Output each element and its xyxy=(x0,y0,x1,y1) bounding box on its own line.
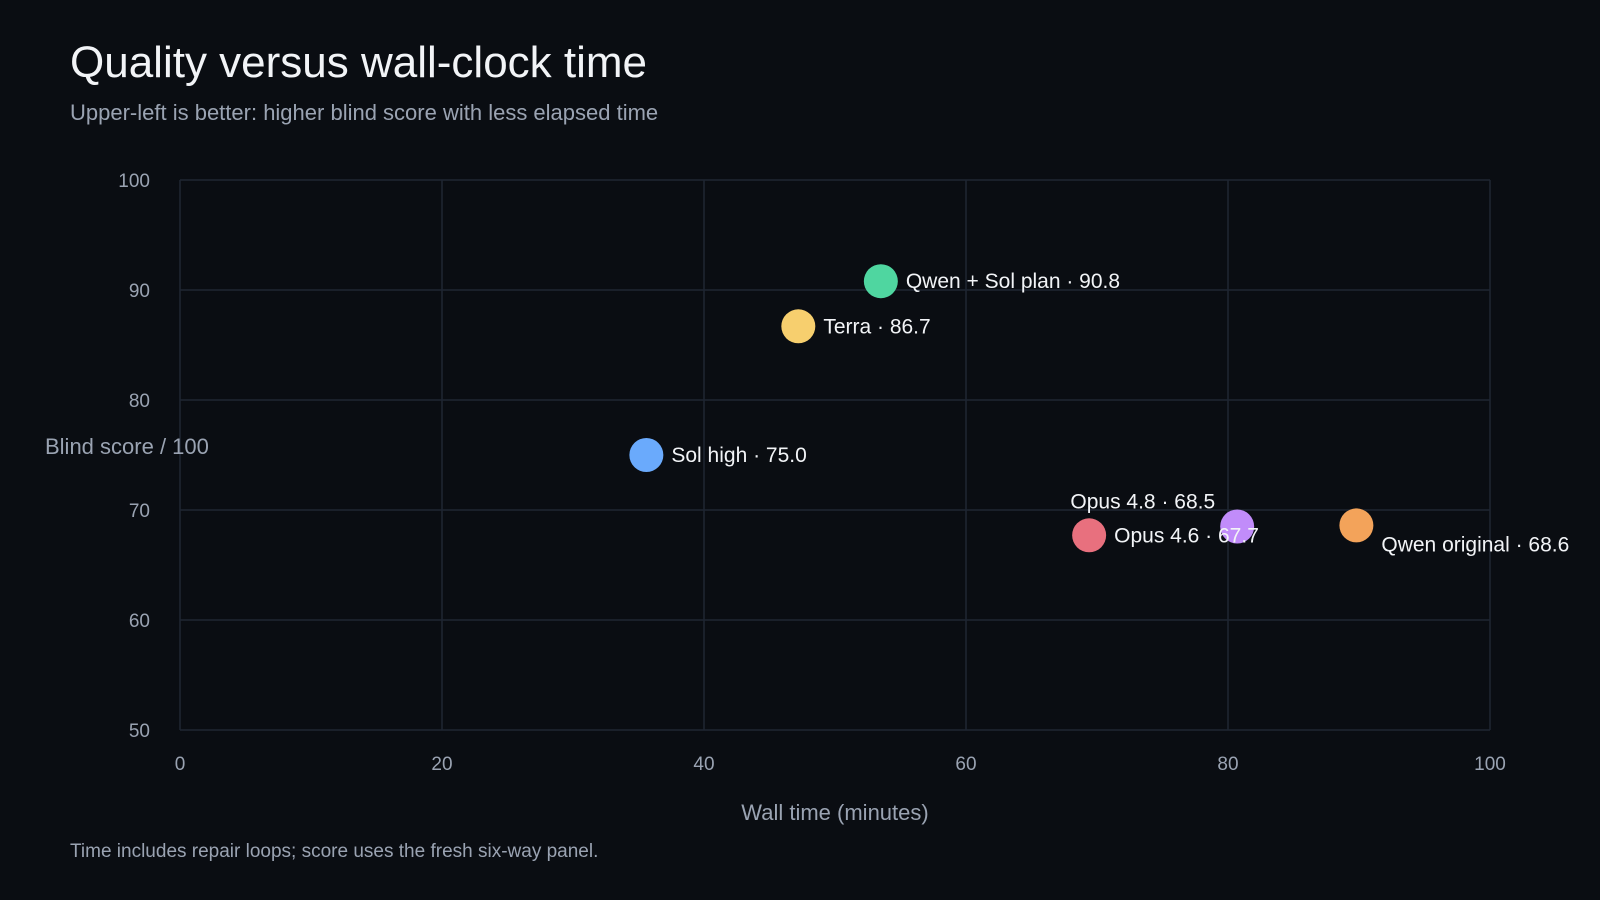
chart-title: Quality versus wall-clock time xyxy=(70,38,648,87)
data-point xyxy=(1339,508,1374,543)
y-tick-label: 50 xyxy=(129,721,150,742)
point-label: Sol high · 75.0 xyxy=(671,444,806,467)
y-tick-label: 80 xyxy=(129,391,150,412)
y-tick-label: 60 xyxy=(129,611,150,632)
y-axis-title: Blind score / 100 xyxy=(45,434,209,459)
point-label: Opus 4.6 · 67.7 xyxy=(1114,524,1259,547)
x-tick-label: 100 xyxy=(1474,754,1506,775)
y-tick-label: 90 xyxy=(129,281,150,302)
chart-footnote: Time includes repair loops; score uses t… xyxy=(70,841,599,862)
data-point xyxy=(863,264,898,299)
y-tick-label: 100 xyxy=(118,171,150,192)
axis-ticks: 0 20 40 60 80 100 50 60 70 80 90 100 xyxy=(118,171,1506,775)
point-label: Qwen original · 68.6 xyxy=(1381,533,1569,556)
x-tick-label: 0 xyxy=(175,754,186,775)
x-tick-label: 20 xyxy=(431,754,452,775)
x-tick-label: 60 xyxy=(955,754,976,775)
chart-grid xyxy=(179,179,1491,731)
data-point xyxy=(629,438,664,472)
point-label: Terra · 86.7 xyxy=(823,315,930,338)
data-points: Qwen + Sol plan · 90.8 Terra · 86.7 Sol hi… xyxy=(629,264,1569,556)
x-tick-label: 80 xyxy=(1217,754,1238,775)
point-label: Qwen + Sol plan · 90.8 xyxy=(906,270,1120,293)
data-point xyxy=(781,309,816,344)
point-label: Opus 4.8 · 68.5 xyxy=(1070,491,1215,514)
x-tick-label: 40 xyxy=(693,754,714,775)
y-tick-label: 70 xyxy=(129,501,150,522)
x-axis-title: Wall time (minutes) xyxy=(741,800,928,825)
chart-subtitle: Upper-left is better: higher blind score… xyxy=(70,100,659,125)
data-point xyxy=(1220,509,1255,544)
data-point xyxy=(1072,518,1107,553)
